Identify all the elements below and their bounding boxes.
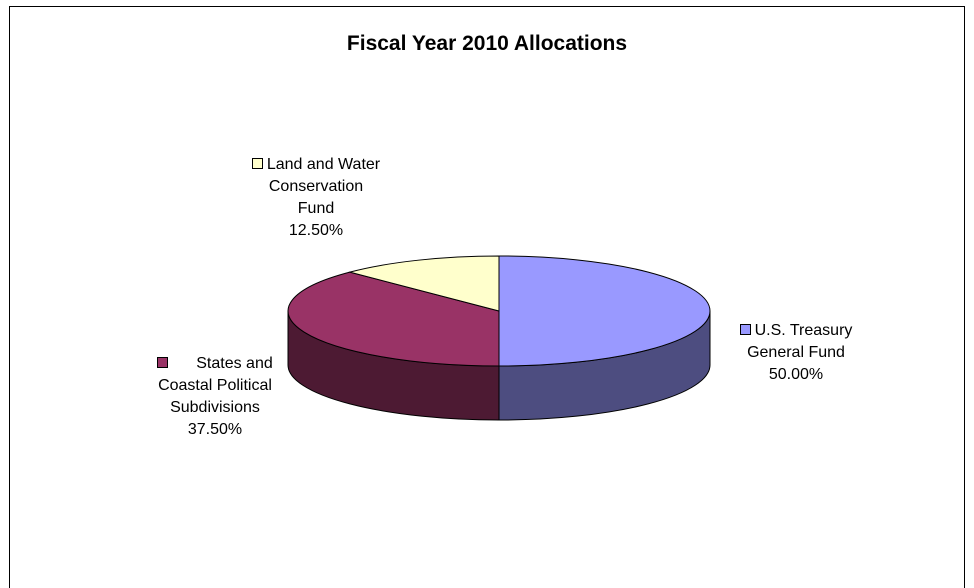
states-swatch [157,357,169,368]
pie-tops [287,255,711,367]
chart-title: Fiscal Year 2010 Allocations [346,32,628,55]
data-label-states: States and Coastal Political Subdivision… [157,355,273,438]
data-label-land-water: Land and Water Conservation Fund 12.50% [236,154,396,242]
land-water-swatch [251,158,263,169]
treasury-swatch [739,324,751,335]
pie-slice-u-s-treasury-general-fund [498,255,711,367]
pie-slice-land-and-water-conservation-fund [347,255,500,312]
pie-slice-states-and-coastal-political-subdivisions [287,271,500,367]
data-label-treasury: U.S. Treasury General Fund 50.00% [716,320,876,386]
